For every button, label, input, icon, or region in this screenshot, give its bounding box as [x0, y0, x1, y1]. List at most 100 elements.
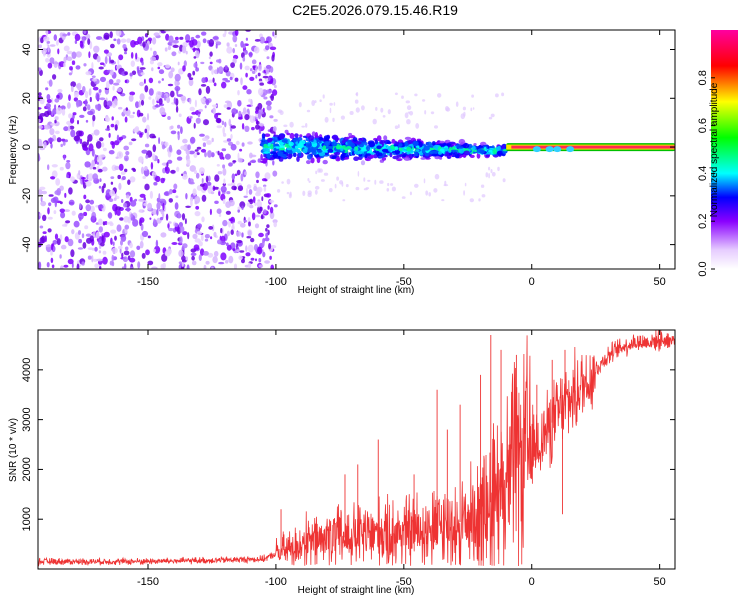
noise-dot — [85, 199, 90, 204]
band-dot — [463, 150, 470, 156]
noise-dot — [206, 181, 212, 186]
noise-dot — [67, 125, 71, 132]
noise-dot — [244, 65, 250, 71]
noise-dot — [199, 167, 205, 175]
noise-dot — [252, 196, 256, 204]
noise-dot — [269, 199, 275, 203]
noise-dot — [211, 68, 214, 75]
faint-dot — [374, 179, 377, 185]
faint-dot — [463, 111, 466, 117]
band-dot — [368, 141, 376, 148]
noise-dot — [99, 178, 102, 183]
noise-dot — [253, 185, 258, 192]
noise-dot — [207, 252, 214, 258]
noise-dot — [124, 79, 128, 84]
noise-dot — [47, 44, 50, 53]
noise-dot — [152, 98, 155, 106]
carrier-blob — [532, 146, 541, 153]
noise-dot — [211, 137, 214, 143]
band-dot — [286, 147, 292, 151]
noise-dot — [222, 183, 226, 186]
band-dot — [407, 139, 413, 145]
noise-dot — [266, 105, 272, 111]
noise-dot — [188, 150, 196, 155]
noise-dot — [146, 131, 150, 140]
noise-dot — [116, 134, 120, 142]
noise-dot — [113, 197, 117, 201]
noise-dot — [81, 261, 85, 266]
noise-dot — [176, 82, 180, 85]
noise-dot — [251, 70, 256, 75]
noise-dot — [237, 90, 240, 96]
noise-dot — [192, 70, 196, 76]
noise-dot — [259, 206, 263, 212]
noise-dot — [268, 243, 272, 250]
noise-dot — [194, 149, 199, 152]
noise-dot — [59, 254, 62, 259]
noise-dot — [153, 50, 157, 56]
noise-dot — [238, 110, 242, 118]
noise-dot — [216, 164, 220, 167]
band-dot — [412, 140, 419, 147]
band-dot — [286, 132, 291, 136]
x-tick-label: -50 — [396, 276, 412, 288]
noise-dot — [251, 59, 257, 65]
faint-dot — [433, 188, 438, 193]
noise-dot — [146, 113, 150, 121]
noise-dot — [79, 138, 83, 144]
noise-dot — [237, 209, 240, 213]
faint-dot — [434, 173, 440, 180]
noise-dot — [244, 125, 250, 132]
noise-dot — [187, 72, 192, 78]
noise-dot — [120, 171, 126, 176]
noise-dot — [115, 30, 122, 37]
band-dot — [270, 143, 274, 150]
noise-dot — [175, 195, 179, 199]
band-dot — [331, 134, 339, 140]
noise-dot — [222, 168, 227, 176]
y-tick-label: 40 — [21, 43, 33, 55]
band-dot — [360, 148, 368, 152]
noise-dot — [177, 132, 180, 141]
band-dot — [353, 156, 359, 161]
noise-dot — [168, 198, 173, 203]
noise-dot — [89, 96, 92, 103]
noise-dot — [218, 190, 221, 197]
noise-dot — [185, 34, 191, 42]
noise-dot — [247, 262, 252, 269]
band-dot — [403, 157, 411, 161]
band-dot — [365, 158, 371, 162]
noise-dot — [228, 118, 232, 127]
noise-dot — [233, 186, 237, 191]
noise-dot — [67, 258, 74, 265]
band-dot — [376, 135, 382, 142]
noise-dot — [123, 202, 128, 208]
noise-dot — [200, 234, 204, 242]
noise-dot — [201, 194, 207, 202]
noise-dot — [127, 216, 131, 224]
band-dot — [439, 157, 443, 160]
band-dot — [263, 151, 271, 154]
noise-dot — [68, 199, 75, 206]
snr-ticks: -150 -100 -50 0 50 1000 2000 3000 4000 — [21, 330, 675, 588]
noise-dot — [39, 97, 45, 105]
noise-dot — [238, 116, 243, 120]
faint-dot — [387, 182, 390, 187]
noise-dot — [223, 178, 226, 185]
noise-dot — [257, 111, 262, 120]
noise-dot — [195, 172, 200, 179]
y-tick-label: 3000 — [21, 407, 33, 431]
noise-dot — [272, 219, 278, 224]
faint-dot — [415, 123, 420, 129]
noise-dot — [185, 50, 188, 55]
noise-dot — [54, 98, 60, 103]
noise-dot — [93, 129, 100, 136]
noise-dot — [142, 205, 145, 209]
x-tick-label: -100 — [265, 576, 287, 588]
noise-dot — [257, 102, 263, 110]
band-dot — [308, 135, 315, 141]
noise-dot — [176, 156, 183, 161]
noise-dot — [190, 136, 196, 144]
noise-dot — [141, 149, 148, 154]
faint-dot — [314, 189, 318, 195]
